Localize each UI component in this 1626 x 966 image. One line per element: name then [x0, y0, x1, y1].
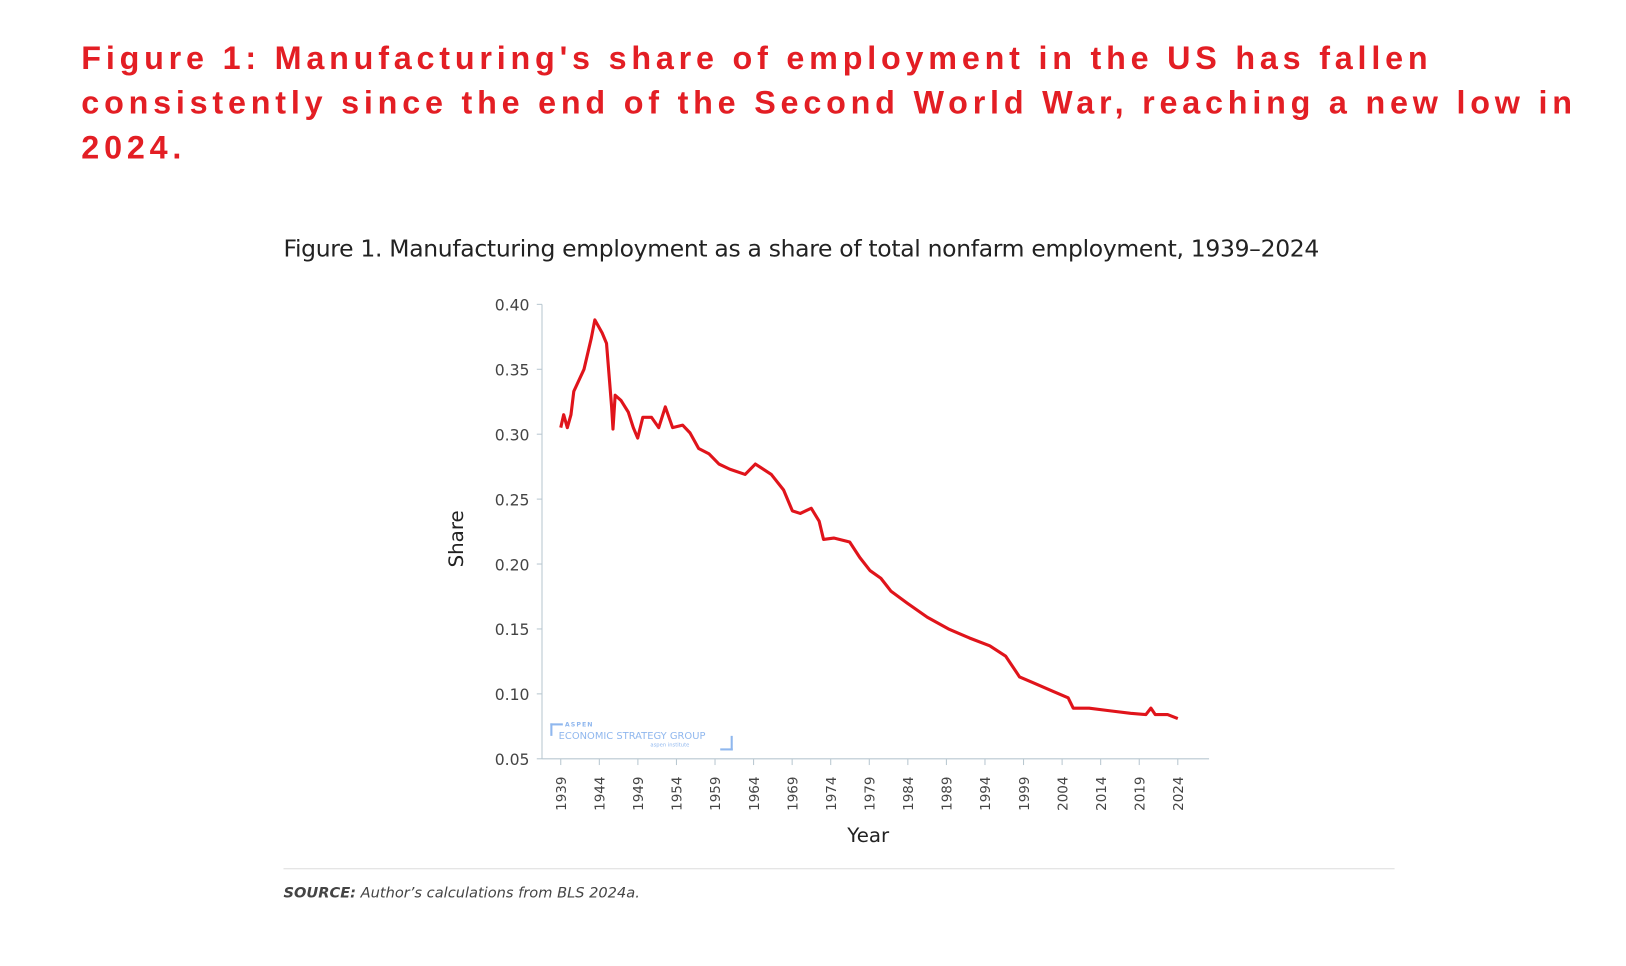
x-tick-label: 1984 — [901, 776, 917, 810]
source-note: SOURCE: Author’s calculations from BLS 2… — [283, 884, 640, 902]
y-axis-label: Share — [445, 510, 468, 567]
x-tick-label: 1939 — [554, 776, 570, 810]
headline: Figure 1: Manufacturing's share of emplo… — [81, 39, 1577, 166]
x-tick-label: 1949 — [631, 776, 647, 810]
x-tick-label: 1974 — [824, 776, 840, 810]
y-tick-label: 0.05 — [495, 750, 530, 769]
aspen-logo-watermark: ASPEN ECONOMIC STRATEGY GROUP aspen inst… — [550, 721, 733, 751]
x-tick-label: 2004 — [1055, 776, 1071, 810]
x-tick-label: 1979 — [862, 776, 878, 810]
x-tick-label: 1944 — [593, 776, 609, 810]
x-tick-label: 2019 — [1132, 776, 1148, 810]
divider — [283, 868, 1395, 870]
x-tick-label: 2014 — [1094, 776, 1110, 810]
y-tick-label: 0.15 — [495, 620, 530, 639]
y-tick-label: 0.40 — [495, 296, 530, 315]
x-tick-label: 1954 — [670, 776, 686, 810]
chart-title: Figure 1. Manufacturing employment as a … — [283, 235, 1320, 263]
x-tick-label: 1994 — [978, 776, 994, 810]
y-tick-label: 0.25 — [495, 490, 530, 509]
x-tick-label: 2024 — [1171, 776, 1187, 810]
y-tick-label: 0.10 — [495, 685, 530, 704]
x-tick-label: 1969 — [785, 776, 801, 810]
y-tick-label: 0.35 — [495, 361, 530, 380]
y-tick-label: 0.30 — [495, 425, 530, 444]
x-axis-label: Year — [846, 824, 890, 847]
x-tick-label: 1959 — [708, 776, 724, 810]
x-tick-label: 1999 — [1017, 776, 1033, 810]
y-tick-label: 0.20 — [495, 555, 530, 574]
series-line — [559, 318, 1179, 721]
x-tick-label: 1964 — [747, 776, 763, 810]
x-tick-label: 1989 — [940, 776, 956, 810]
